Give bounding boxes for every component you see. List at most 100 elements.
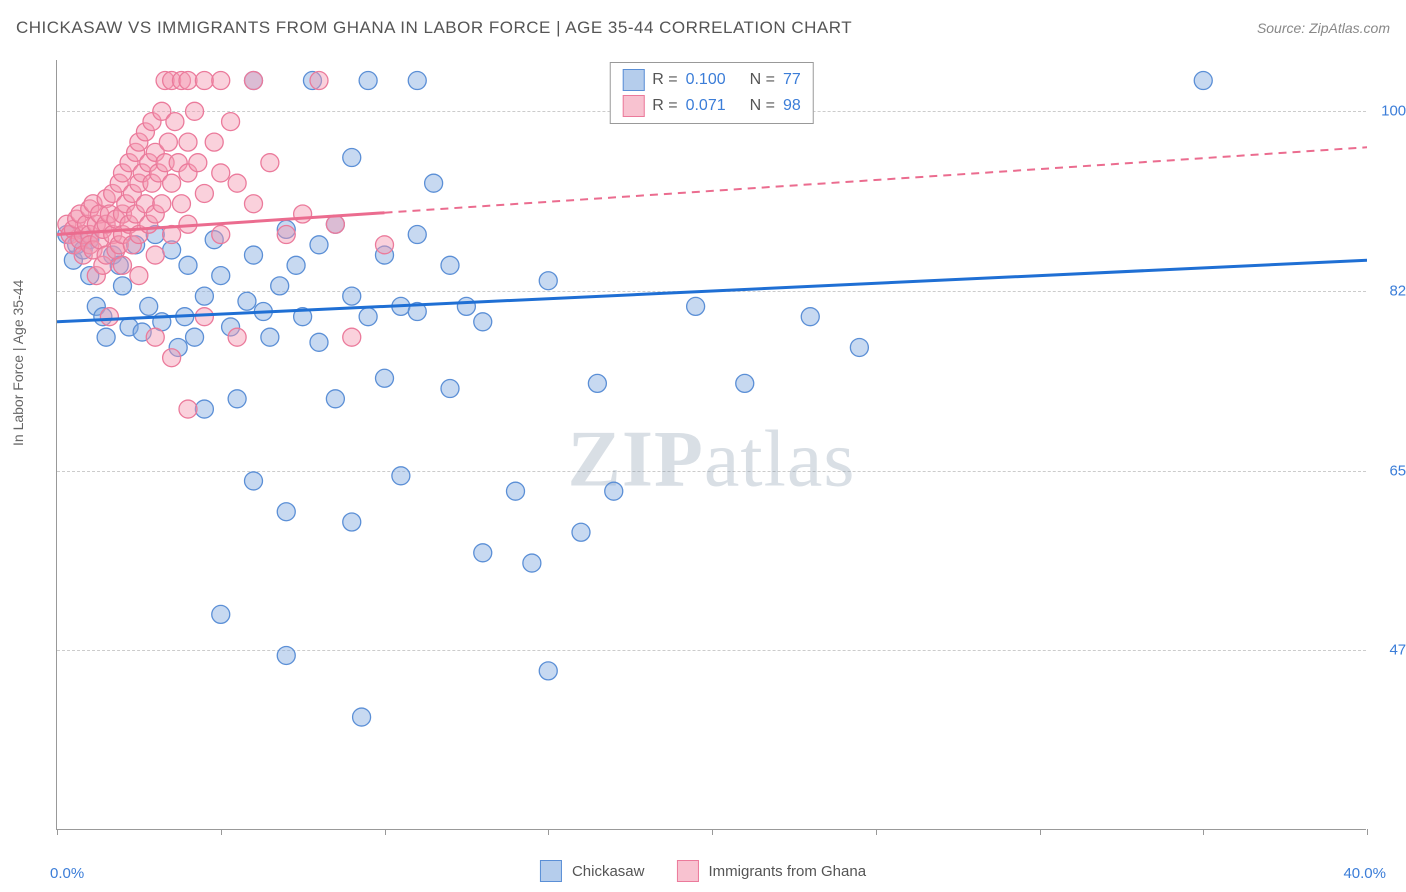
scatter-point: [474, 313, 492, 331]
y-tick-label: 47.5%: [1372, 642, 1406, 659]
chart-svg: [57, 60, 1367, 830]
scatter-point: [736, 374, 754, 392]
scatter-point: [588, 374, 606, 392]
scatter-point: [146, 328, 164, 346]
y-axis-title: In Labor Force | Age 35-44: [10, 280, 26, 446]
scatter-point: [163, 349, 181, 367]
scatter-point: [245, 472, 263, 490]
scatter-point: [238, 292, 256, 310]
legend-bottom-swatch-b: [676, 860, 698, 882]
scatter-point: [179, 256, 197, 274]
scatter-point: [261, 154, 279, 172]
scatter-point: [179, 133, 197, 151]
scatter-point: [245, 72, 263, 90]
scatter-point: [294, 205, 312, 223]
scatter-point: [195, 72, 213, 90]
scatter-point: [687, 297, 705, 315]
scatter-point: [310, 72, 328, 90]
scatter-point: [166, 113, 184, 131]
scatter-point: [130, 267, 148, 285]
legend-bottom-swatch-a: [540, 860, 562, 882]
r-label: R =: [652, 71, 677, 89]
scatter-point: [245, 246, 263, 264]
scatter-point: [343, 328, 361, 346]
scatter-point: [205, 133, 223, 151]
r-value-b: 0.071: [686, 97, 726, 115]
scatter-point: [457, 297, 475, 315]
scatter-point: [539, 662, 557, 680]
legend-correlation: R = 0.100 N = 77 R = 0.071 N = 98: [609, 62, 814, 124]
scatter-point: [408, 226, 426, 244]
scatter-point: [353, 708, 371, 726]
scatter-point: [159, 133, 177, 151]
scatter-point: [153, 195, 171, 213]
scatter-point: [287, 256, 305, 274]
scatter-point: [310, 236, 328, 254]
scatter-point: [326, 215, 344, 233]
n-value-b: 98: [783, 97, 801, 115]
scatter-point: [97, 328, 115, 346]
scatter-point: [163, 174, 181, 192]
n-value-a: 77: [783, 71, 801, 89]
scatter-point: [140, 297, 158, 315]
legend-swatch-b: [622, 95, 644, 117]
scatter-point: [605, 482, 623, 500]
scatter-point: [441, 256, 459, 274]
title-bar: CHICKASAW VS IMMIGRANTS FROM GHANA IN LA…: [16, 18, 1390, 38]
scatter-point: [326, 390, 344, 408]
scatter-point: [539, 272, 557, 290]
scatter-point: [523, 554, 541, 572]
scatter-point: [212, 267, 230, 285]
scatter-point: [261, 328, 279, 346]
scatter-point: [441, 380, 459, 398]
x-axis-min-label: 0.0%: [50, 865, 84, 882]
trend-line-dashed: [385, 147, 1368, 212]
scatter-point: [359, 72, 377, 90]
scatter-point: [245, 195, 263, 213]
scatter-point: [195, 184, 213, 202]
scatter-point: [343, 287, 361, 305]
legend-series: Chickasaw Immigrants from Ghana: [540, 860, 866, 882]
scatter-point: [310, 333, 328, 351]
scatter-point: [392, 467, 410, 485]
scatter-point: [179, 72, 197, 90]
scatter-point: [195, 287, 213, 305]
x-axis-max-label: 40.0%: [1343, 865, 1386, 882]
y-tick-label: 82.5%: [1372, 283, 1406, 300]
n-label: N =: [750, 71, 775, 89]
r-label: R =: [652, 97, 677, 115]
scatter-point: [114, 277, 132, 295]
scatter-point: [572, 523, 590, 541]
source-label: Source: ZipAtlas.com: [1257, 20, 1390, 36]
scatter-point: [186, 328, 204, 346]
scatter-point: [271, 277, 289, 295]
plot-area: ZIPatlas R = 0.100 N = 77 R = 0.071 N = …: [56, 60, 1366, 830]
scatter-point: [212, 72, 230, 90]
scatter-point: [212, 605, 230, 623]
n-label: N =: [750, 97, 775, 115]
scatter-point: [212, 226, 230, 244]
scatter-point: [172, 195, 190, 213]
scatter-point: [195, 400, 213, 418]
scatter-point: [100, 308, 118, 326]
trend-line-solid: [57, 260, 1367, 322]
legend-bottom-label-a: Chickasaw: [572, 863, 645, 880]
scatter-point: [228, 174, 246, 192]
scatter-point: [801, 308, 819, 326]
scatter-point: [212, 164, 230, 182]
x-tick: [1367, 829, 1368, 835]
scatter-point: [277, 503, 295, 521]
chart-title: CHICKASAW VS IMMIGRANTS FROM GHANA IN LA…: [16, 18, 852, 38]
scatter-point: [474, 544, 492, 562]
scatter-point: [408, 72, 426, 90]
legend-row-series-b: R = 0.071 N = 98: [622, 93, 801, 119]
scatter-point: [850, 338, 868, 356]
legend-row-series-a: R = 0.100 N = 77: [622, 67, 801, 93]
y-tick-label: 100.0%: [1372, 103, 1406, 120]
legend-bottom-label-b: Immigrants from Ghana: [708, 863, 866, 880]
scatter-point: [228, 390, 246, 408]
scatter-point: [277, 646, 295, 664]
scatter-point: [1194, 72, 1212, 90]
scatter-point: [277, 226, 295, 244]
scatter-point: [376, 369, 394, 387]
